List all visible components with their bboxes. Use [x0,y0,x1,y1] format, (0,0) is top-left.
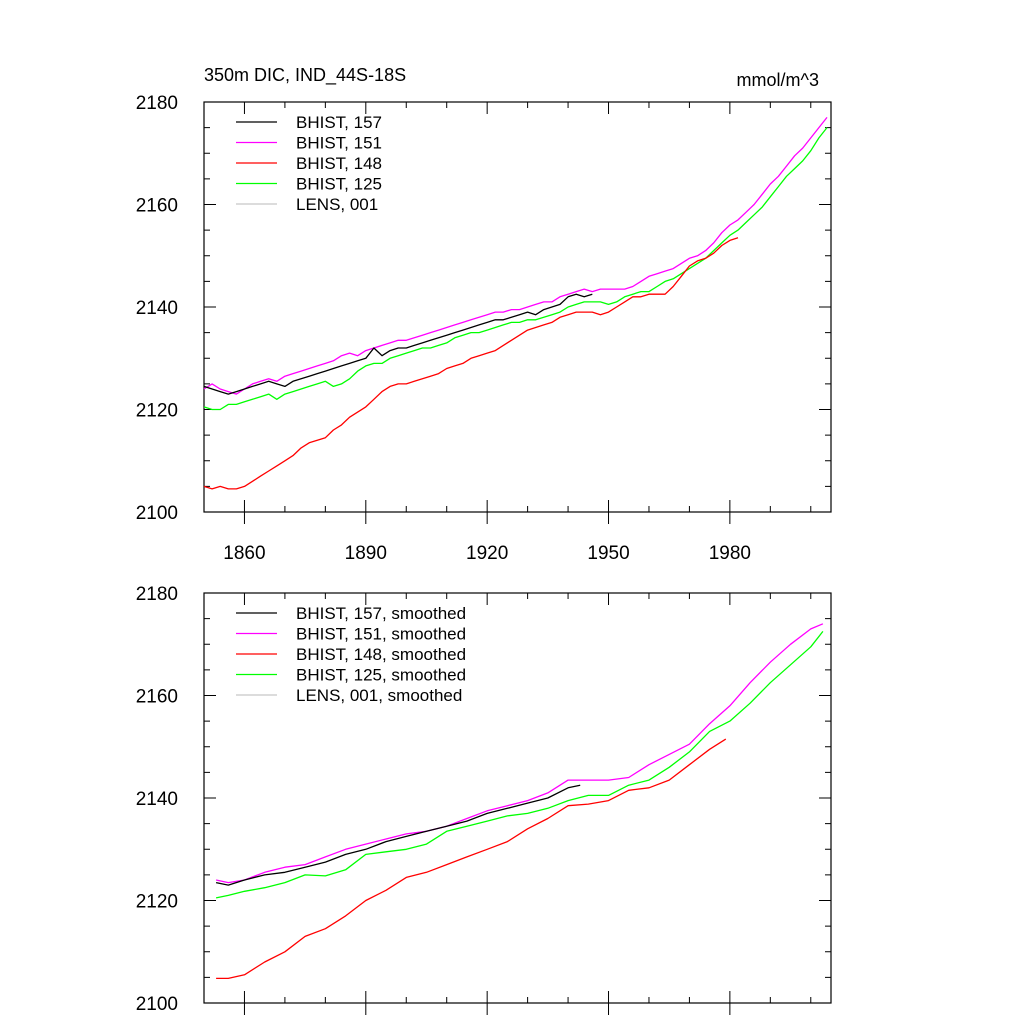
top-xtick-label: 1860 [223,543,265,564]
bottom-legend-label: BHIST, 148, smoothed [296,645,466,664]
bottom-legend-label: BHIST, 157, smoothed [296,604,466,623]
bottom-series-line [216,738,727,980]
top-xtick-label: 1950 [587,543,629,564]
top-xtick-label: 1920 [466,543,508,564]
top-panel: 2100 2120 2140 2160 2180 1860 1890 1920 1950 1980… [136,93,832,564]
top-series-line [203,116,828,395]
top-legend-label: BHIST, 125 [296,175,382,194]
chart-title: 350m DIC, IND_44S-18S [204,65,406,86]
bottom-series-line [215,784,581,886]
bottom-legend-label: LENS, 001, smoothed [296,686,462,705]
top-series-line [203,237,739,490]
top-ytick-label: 2160 [136,196,178,217]
bottom-ytick-label: 2180 [136,584,178,605]
top-ytick-label: 2140 [136,298,178,319]
top-ytick-label: 2180 [136,93,178,114]
top-ytick-label: 2120 [136,401,178,422]
bottom-ytick-label: 2140 [136,789,178,810]
top-series-line [203,127,828,411]
bottom-ytick-label: 2160 [136,687,178,708]
top-series-line [203,293,593,395]
top-ytick-label: 2100 [136,503,178,524]
bottom-legend-label: BHIST, 151, smoothed [296,625,466,644]
top-xtick-label: 1890 [345,543,387,564]
bottom-series-line [215,623,824,884]
bottom-ytick-label: 2120 [136,892,178,913]
bottom-ytick-label: 2100 [136,994,178,1015]
bottom-legend-label: BHIST, 125, smoothed [296,666,466,685]
bottom-panel: 2100 2120 2140 2160 2180 BHIST, 157, smoothed… [136,584,832,1015]
top-legend-label: BHIST, 151 [296,134,382,153]
top-legend-label: BHIST, 148 [296,154,382,173]
bottom-series-line [215,630,824,899]
units-label: mmol/m^3 [737,70,819,90]
top-legend-label: BHIST, 157 [296,113,382,132]
top-legend-label: LENS, 001 [296,195,378,214]
top-xtick-label: 1980 [709,543,751,564]
